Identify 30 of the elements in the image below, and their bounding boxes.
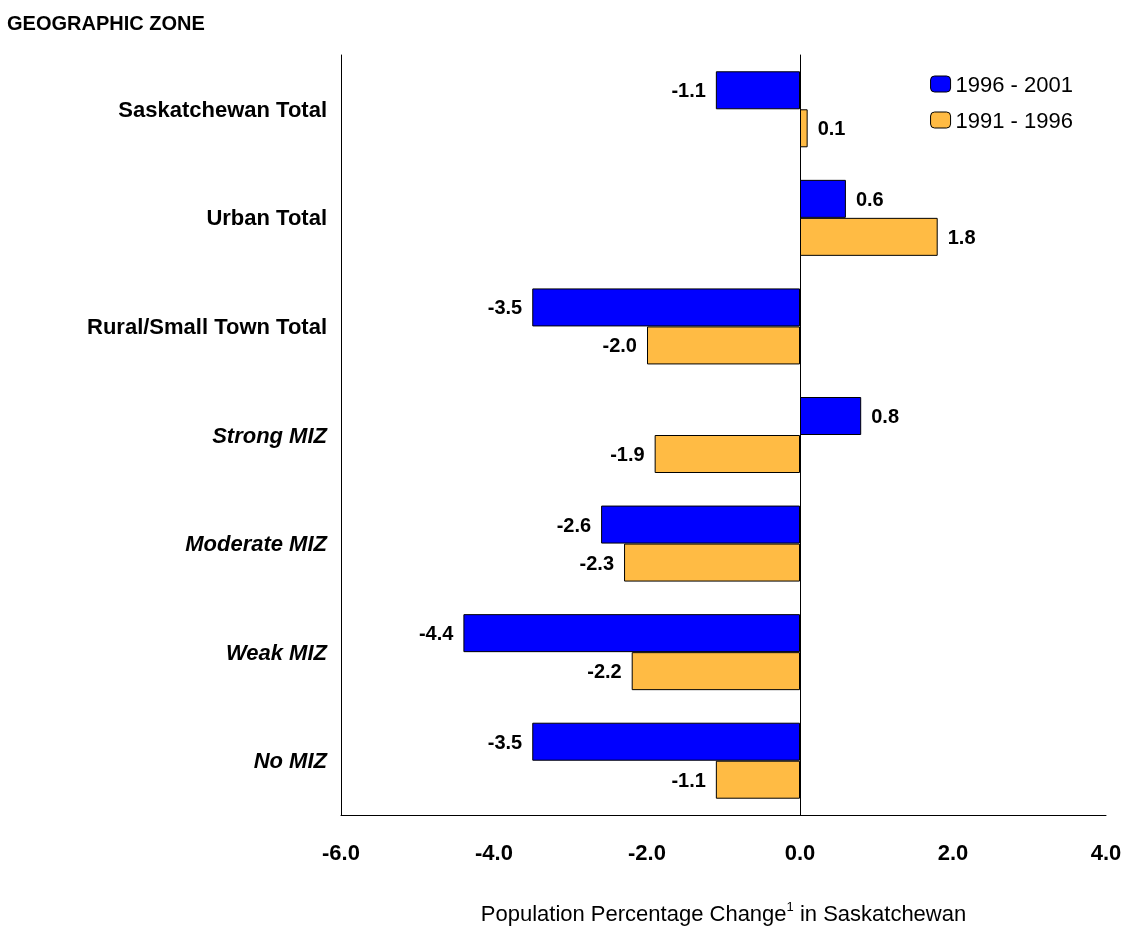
- data-label: -2.2: [587, 660, 622, 683]
- y-tick-label: No MIZ: [253, 748, 329, 774]
- data-label: -1.1: [671, 768, 706, 791]
- y-tick-label: Saskatchewan Total: [118, 96, 327, 122]
- data-label: 1.8: [947, 225, 976, 248]
- data-label: 0.6: [855, 187, 884, 210]
- data-label: 0.1: [817, 117, 846, 140]
- x-tick-label: -4.0: [475, 839, 513, 865]
- data-label: -1.9: [610, 443, 645, 465]
- y-tick-label: Rural/Small Town Total: [87, 313, 327, 339]
- data-label: -3.5: [487, 296, 523, 319]
- x-tick-label: -6.0: [322, 839, 360, 865]
- y-tick-label: Weak MIZ: [225, 639, 329, 665]
- x-tick-label: 0.0: [784, 839, 816, 865]
- data-label: 0.8: [871, 405, 900, 427]
- x-tick-label: 4.0: [1090, 839, 1122, 865]
- y-tick-label: Moderate MIZ: [185, 531, 329, 557]
- legend-label: 1996 - 2001: [955, 71, 1073, 97]
- x-tick-label: 2.0: [937, 839, 969, 865]
- data-label: -1.1: [671, 79, 706, 102]
- data-label: -4.4: [418, 622, 455, 645]
- y-axis-title: GEOGRAPHIC ZONE: [7, 12, 205, 34]
- data-label: -2.3: [579, 551, 615, 574]
- data-label: -3.5: [487, 730, 523, 753]
- y-tick-label: Urban Total: [206, 205, 327, 231]
- x-tick-label: -2.0: [628, 839, 666, 865]
- y-tick-label: Strong MIZ: [212, 422, 329, 448]
- legend-label: 1991 - 1996: [955, 107, 1073, 133]
- data-label: -2.0: [602, 334, 637, 357]
- data-label: -2.6: [556, 513, 592, 536]
